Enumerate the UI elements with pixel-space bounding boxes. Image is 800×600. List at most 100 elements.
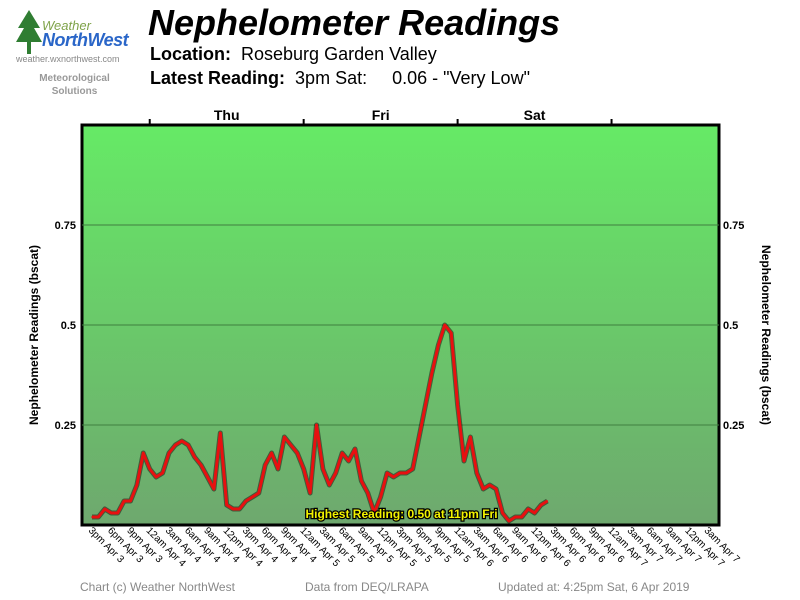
data-point — [97, 516, 100, 518]
data-point — [341, 452, 344, 454]
data-point — [225, 504, 228, 506]
logo-sub-line1: Meteorological — [39, 73, 110, 84]
data-point — [136, 484, 138, 486]
data-point — [264, 464, 267, 466]
data-point — [469, 436, 472, 438]
y-tick-label-left: 0.5 — [61, 320, 76, 332]
data-point — [450, 332, 453, 334]
data-point — [315, 424, 318, 426]
logo-sub-line2: Solutions — [51, 86, 98, 97]
location-line: Location: Roseburg Garden Valley — [150, 44, 437, 65]
data-point — [123, 500, 125, 502]
data-point — [296, 452, 299, 454]
data-point — [328, 484, 331, 486]
data-point — [540, 504, 542, 506]
logo-word-northwest: NorthWest — [42, 30, 129, 50]
y-tick-label-left: 0.75 — [55, 220, 76, 232]
y-axis-label-right: Nephelometer Readings (bscat) — [759, 245, 773, 425]
data-point — [495, 488, 497, 490]
latest-value: 0.06 - "Very Low" — [392, 68, 530, 88]
data-point — [129, 500, 132, 502]
data-point — [283, 436, 286, 438]
data-point — [424, 404, 427, 406]
data-point — [399, 472, 401, 474]
data-point — [322, 468, 324, 470]
series-line — [92, 323, 549, 523]
footer-updated: Updated at: 4:25pm Sat, 6 Apr 2019 — [498, 580, 690, 594]
page-title: Nephelometer Readings — [148, 2, 561, 43]
brand-logo: Weather NorthWest weather.wxnorthwest.co… — [12, 6, 137, 98]
y-axis-label-left: Nephelometer Readings (bscat) — [27, 245, 41, 425]
data-point — [142, 452, 145, 454]
location-value: Roseburg Garden Valley — [241, 44, 437, 64]
data-point — [258, 492, 260, 494]
y-tick-label-right: 0.75 — [723, 220, 744, 232]
data-point — [270, 452, 273, 454]
data-point — [181, 440, 183, 442]
data-point — [277, 468, 279, 470]
y-tick-label-left: 0.25 — [55, 420, 76, 432]
data-point — [174, 444, 177, 446]
data-point — [110, 512, 112, 514]
data-point — [347, 460, 350, 462]
data-point — [392, 476, 395, 478]
day-label: Sat — [524, 107, 546, 123]
data-point — [405, 472, 408, 474]
data-point — [360, 480, 363, 482]
data-point — [148, 468, 151, 470]
data-point — [91, 516, 93, 518]
data-point — [334, 472, 337, 474]
data-point — [116, 512, 119, 514]
data-point — [251, 496, 254, 498]
data-point — [302, 468, 305, 470]
data-point — [482, 488, 485, 490]
data-point — [546, 500, 549, 502]
logo-url: weather.wxnorthwest.com — [16, 54, 120, 64]
data-point — [456, 404, 459, 406]
data-point — [411, 468, 414, 470]
data-point — [232, 508, 234, 510]
data-point — [200, 464, 202, 466]
data-point — [354, 448, 356, 450]
data-point — [386, 472, 388, 474]
data-point — [463, 460, 465, 462]
data-point — [527, 508, 529, 510]
data-point — [290, 444, 292, 446]
data-point — [444, 324, 446, 326]
data-point — [501, 512, 504, 514]
y-tick-label-right: 0.5 — [723, 320, 738, 332]
day-label: Fri — [372, 107, 390, 123]
data-point — [168, 452, 170, 454]
data-point — [238, 508, 241, 510]
data-point — [373, 512, 376, 514]
data-point — [508, 520, 510, 522]
latest-label: Latest Reading: — [150, 68, 286, 88]
data-point — [245, 500, 247, 502]
data-point — [155, 476, 157, 478]
day-label: Thu — [214, 107, 240, 123]
data-point — [367, 492, 369, 494]
data-point — [520, 516, 523, 518]
logo-tagline: Meteorological Solutions — [12, 72, 137, 98]
location-label: Location: — [150, 44, 231, 64]
highest-reading-annotation: Highest Reading: 0.50 at 11pm Fri — [305, 507, 497, 521]
nephelometer-chart: Thu Fri Sat 0.250.50.75 0.250.50.75 3pm Ap… — [27, 107, 773, 570]
logo-word-weather: Weather — [42, 18, 91, 33]
latest-reading-line: Latest Reading: 3pm Sat: 0.06 - "Very Lo… — [150, 68, 530, 89]
data-point — [437, 344, 440, 346]
data-point — [379, 496, 382, 498]
data-point — [161, 472, 164, 474]
latest-time: 3pm Sat: — [295, 68, 368, 88]
data-point — [514, 516, 517, 518]
data-point — [187, 444, 189, 446]
data-point — [533, 512, 536, 514]
data-point — [193, 456, 196, 458]
data-point — [309, 492, 311, 494]
data-point — [213, 488, 215, 490]
footer-copyright: Chart (c) Weather NorthWest — [80, 580, 235, 594]
data-point — [418, 436, 420, 438]
footer-source: Data from DEQ/LRAPA — [305, 580, 429, 594]
data-point — [431, 372, 433, 374]
data-point — [219, 432, 222, 434]
data-point — [104, 508, 106, 510]
